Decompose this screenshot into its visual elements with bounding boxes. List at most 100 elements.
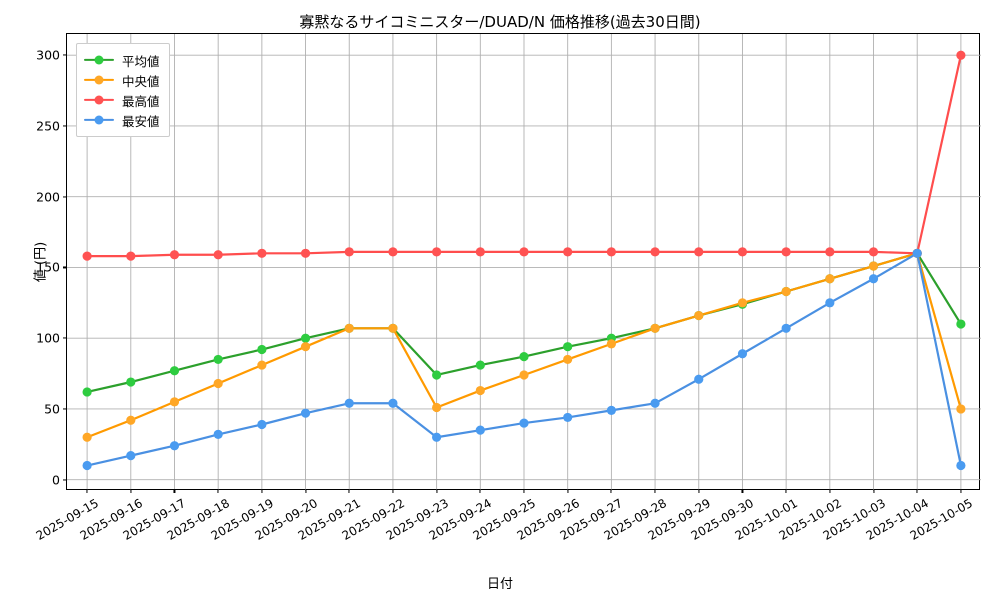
data-point bbox=[781, 323, 791, 333]
data-point bbox=[868, 247, 879, 257]
x-tick-mark bbox=[829, 489, 831, 493]
data-point bbox=[344, 398, 354, 408]
data-point bbox=[694, 374, 704, 384]
legend-marker-icon bbox=[84, 73, 114, 87]
x-tick-mark bbox=[217, 489, 219, 493]
data-point bbox=[432, 370, 442, 380]
data-point bbox=[257, 344, 267, 355]
x-tick-mark bbox=[86, 489, 88, 493]
x-tick-mark bbox=[305, 489, 307, 493]
data-point bbox=[388, 398, 398, 408]
data-point bbox=[344, 323, 354, 333]
y-tick-label: 300 bbox=[36, 47, 60, 63]
data-point bbox=[344, 247, 354, 257]
data-point bbox=[956, 404, 966, 414]
data-point bbox=[781, 286, 791, 297]
data-point bbox=[213, 378, 223, 389]
data-point bbox=[606, 247, 616, 257]
data-point bbox=[737, 298, 748, 308]
data-point bbox=[825, 298, 835, 308]
data-point bbox=[169, 441, 180, 451]
x-tick-mark bbox=[348, 489, 350, 493]
data-point bbox=[563, 354, 573, 365]
x-tick-mark bbox=[261, 489, 263, 493]
data-point bbox=[257, 360, 267, 370]
legend-dot-1 bbox=[94, 75, 104, 85]
data-point bbox=[519, 351, 529, 362]
data-point bbox=[169, 250, 180, 260]
x-tick-mark bbox=[436, 489, 438, 493]
y-tick-label: 150 bbox=[36, 259, 60, 275]
x-tick-mark bbox=[523, 489, 525, 493]
y-tick-label: 200 bbox=[36, 189, 60, 205]
x-tick-mark bbox=[567, 489, 569, 493]
data-point bbox=[868, 261, 879, 271]
legend-label-max: 最高値 bbox=[122, 93, 160, 109]
data-point bbox=[475, 425, 485, 435]
data-point bbox=[169, 366, 180, 376]
data-point bbox=[606, 339, 616, 349]
y-tick-mark bbox=[63, 408, 67, 410]
y-tick-label: 100 bbox=[36, 330, 60, 346]
data-point bbox=[563, 412, 573, 423]
data-point bbox=[956, 460, 966, 471]
legend-label-mean: 平均値 bbox=[122, 53, 160, 69]
y-tick-mark bbox=[63, 196, 67, 198]
data-point bbox=[519, 370, 529, 380]
data-point bbox=[126, 377, 136, 387]
data-point bbox=[432, 247, 442, 257]
data-point bbox=[650, 398, 660, 408]
y-tick-label: 50 bbox=[44, 401, 60, 417]
legend-label-min: 最安値 bbox=[122, 113, 160, 129]
data-point bbox=[82, 460, 92, 471]
data-point bbox=[606, 405, 616, 415]
x-tick-mark bbox=[610, 489, 612, 493]
x-tick-mark bbox=[654, 489, 656, 493]
data-point bbox=[82, 251, 92, 261]
data-point bbox=[169, 397, 180, 407]
data-point bbox=[213, 354, 223, 365]
data-point bbox=[126, 415, 136, 425]
data-point bbox=[82, 432, 92, 442]
x-tick-mark bbox=[741, 489, 743, 493]
legend-dot-0 bbox=[94, 55, 104, 65]
x-tick-mark bbox=[785, 489, 787, 493]
data-point bbox=[300, 333, 311, 343]
legend-item: 中央値 bbox=[84, 70, 160, 90]
data-point bbox=[388, 247, 398, 257]
y-tick-mark bbox=[63, 479, 67, 481]
legend-marker-icon bbox=[84, 113, 114, 127]
data-point bbox=[257, 248, 267, 258]
y-tick-mark bbox=[63, 54, 67, 56]
y-tick-mark bbox=[63, 337, 67, 339]
data-point bbox=[475, 360, 485, 370]
data-point bbox=[82, 387, 92, 397]
chart-series-layer bbox=[82, 50, 966, 471]
x-tick-mark bbox=[916, 489, 918, 493]
data-point bbox=[650, 247, 660, 257]
data-point bbox=[388, 323, 398, 333]
legend-marker-icon bbox=[84, 93, 114, 107]
chart-gridlines bbox=[67, 34, 981, 491]
chart-legend: 平均値 中央値 最高値 最安 bbox=[76, 43, 170, 137]
data-point bbox=[213, 429, 223, 440]
data-point bbox=[563, 342, 573, 352]
x-tick-mark bbox=[173, 489, 176, 493]
data-point bbox=[694, 247, 704, 257]
legend-dot-2 bbox=[94, 95, 104, 105]
legend-item: 最安値 bbox=[84, 110, 160, 130]
data-point bbox=[737, 247, 748, 257]
data-point bbox=[650, 323, 660, 333]
data-point bbox=[519, 418, 529, 428]
data-point bbox=[126, 451, 136, 461]
data-point bbox=[825, 247, 835, 257]
data-point bbox=[956, 319, 966, 329]
x-tick-mark bbox=[130, 489, 132, 493]
data-point bbox=[432, 402, 442, 413]
data-point bbox=[475, 247, 485, 257]
data-point bbox=[825, 274, 835, 284]
legend-item: 平均値 bbox=[84, 50, 160, 70]
data-point bbox=[300, 408, 311, 418]
y-axis-label: 値 (円) bbox=[33, 241, 49, 282]
